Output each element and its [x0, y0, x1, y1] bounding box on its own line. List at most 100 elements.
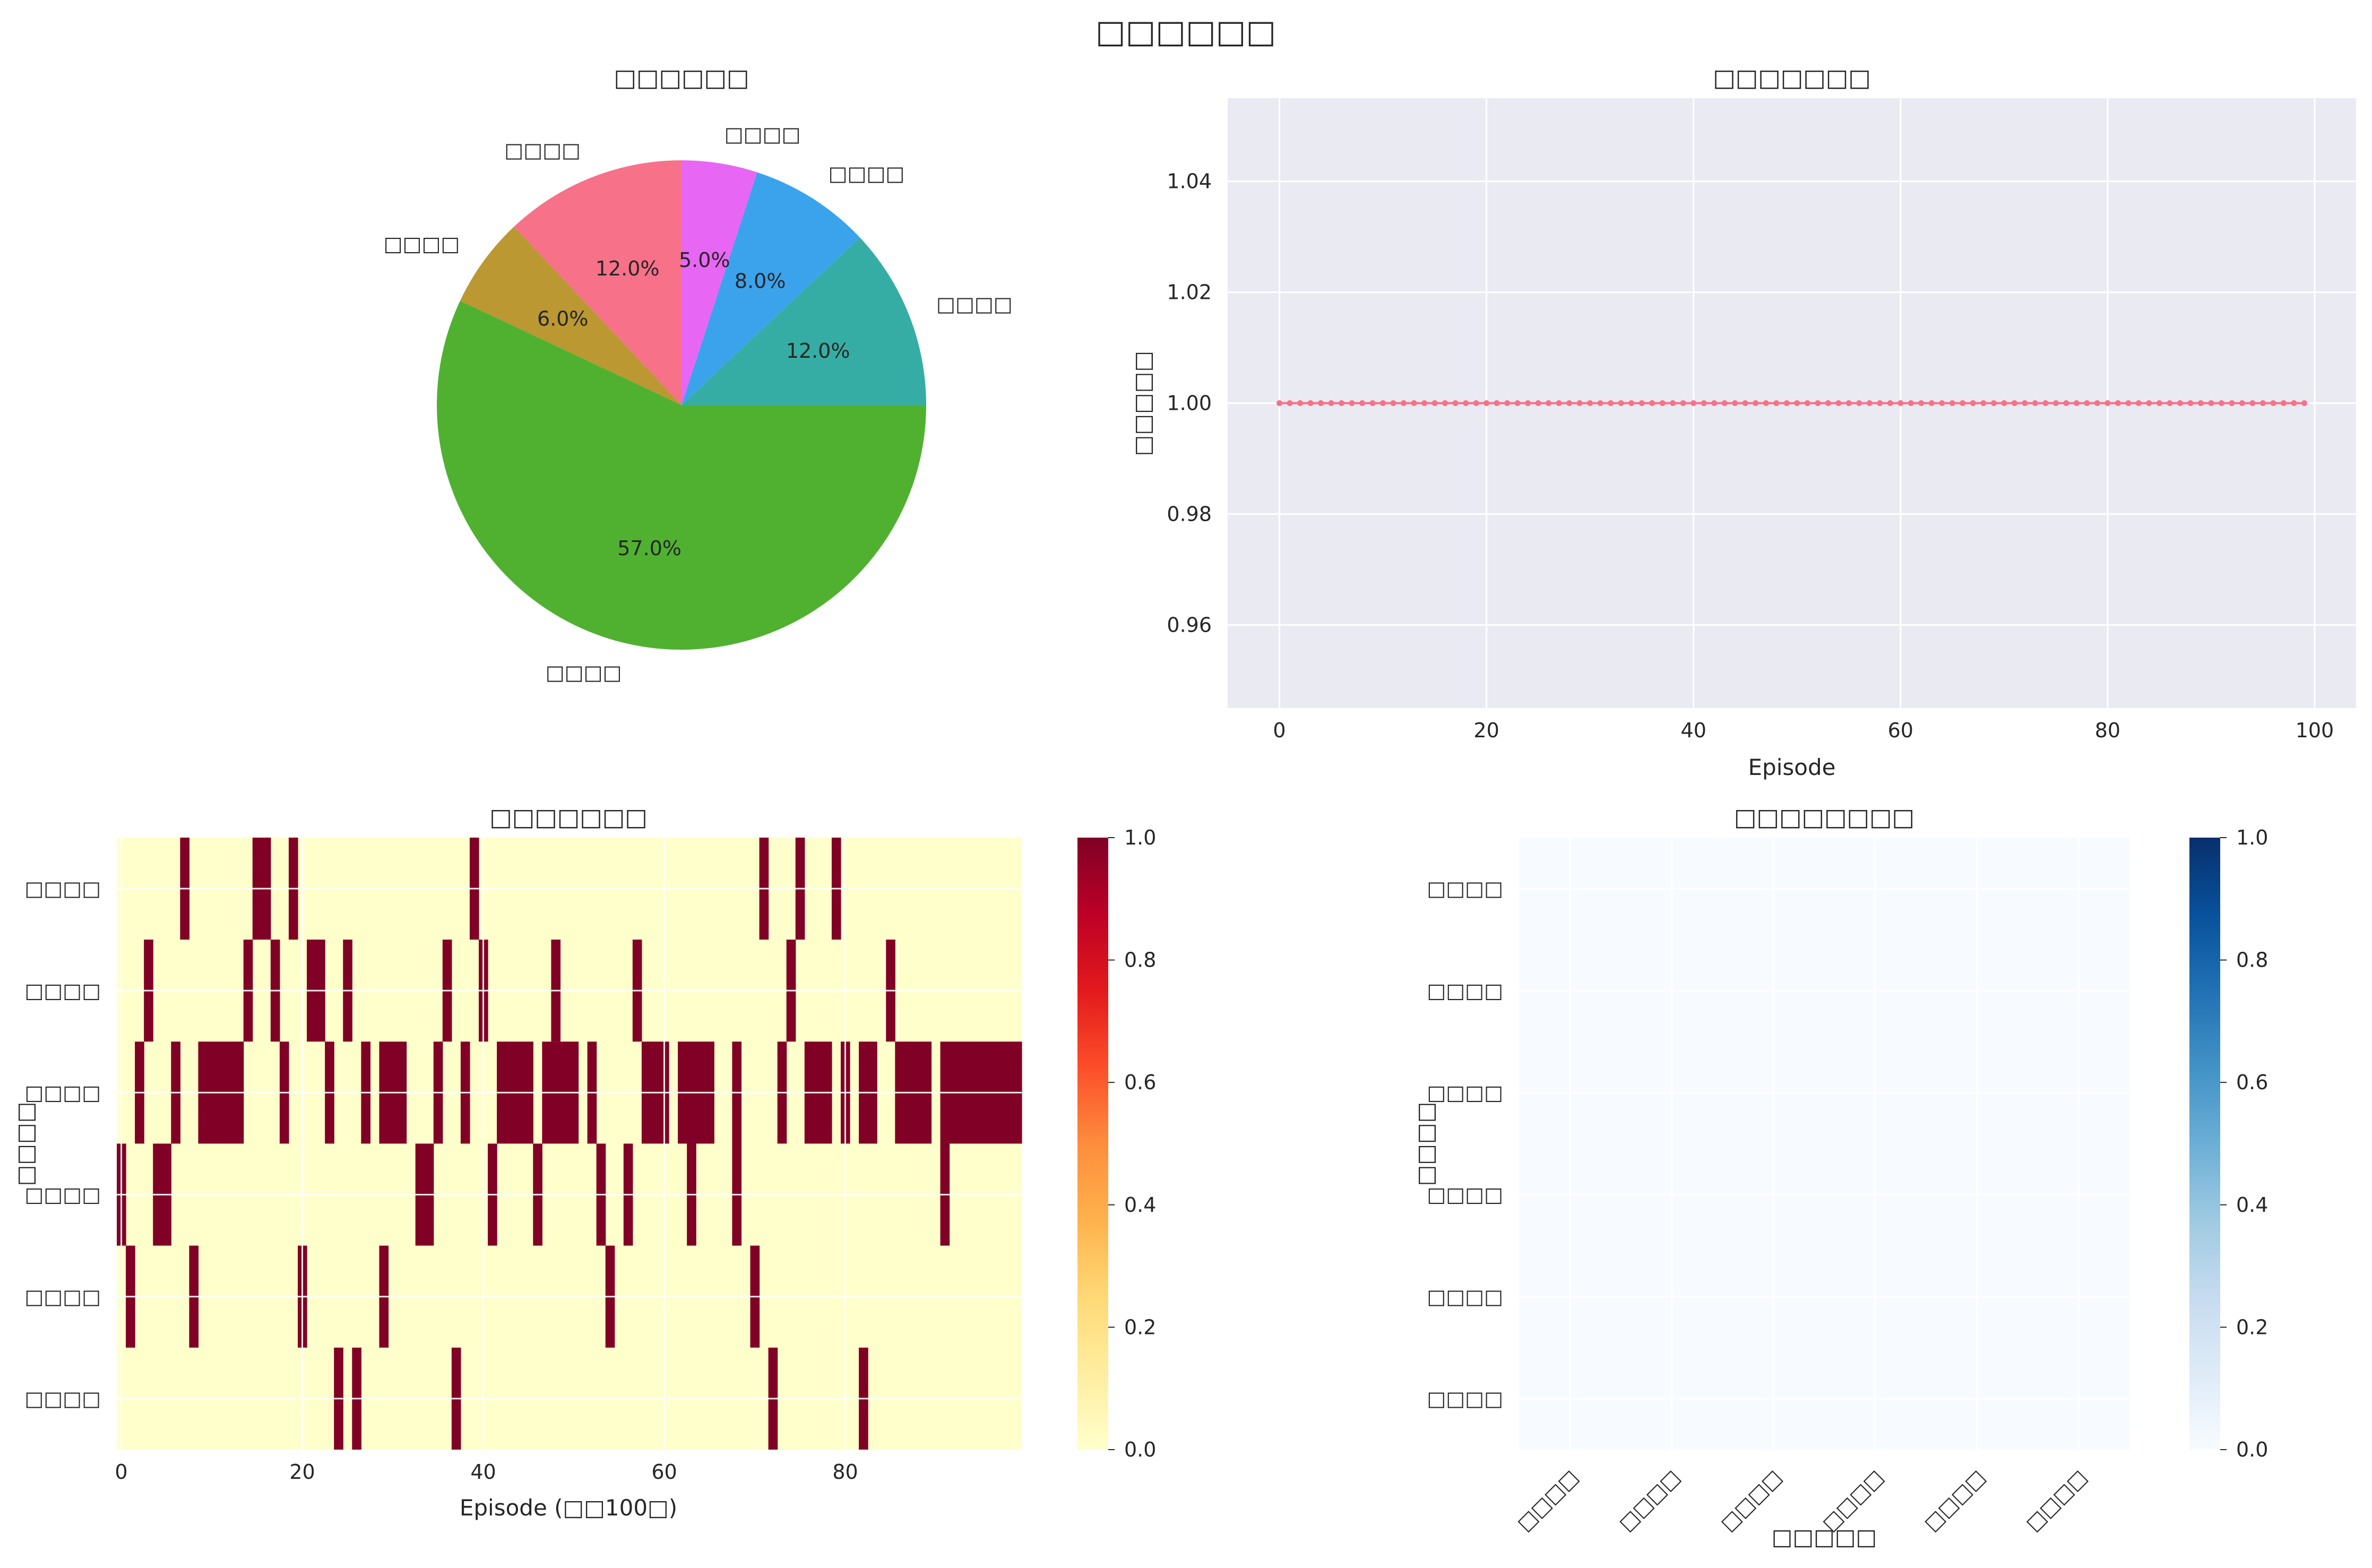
line-point — [2280, 400, 2287, 406]
line-point — [2249, 400, 2256, 406]
line-title: □□□□□□□ — [1713, 64, 1871, 92]
pie-slice — [460, 226, 682, 405]
line-point — [1856, 400, 1862, 406]
transition-heatmap-y-tick-label: □□□□ — [1427, 1183, 1503, 1207]
line-point — [1638, 400, 1645, 406]
line-point — [1339, 400, 1345, 406]
line-point — [2146, 400, 2152, 406]
line-y-tick-label: 0.96 — [1167, 613, 1212, 636]
action-colorbar-ticks: 0.0 0.2 0.4 0.6 0.8 1.0 — [1108, 826, 1156, 1461]
action-heatmap-title: □□□□□□□ — [489, 803, 648, 831]
line-y-tick-label: 0.98 — [1167, 502, 1212, 525]
line-point — [1618, 400, 1624, 406]
colorbar-tick-label: 0.2 — [1124, 1315, 1156, 1339]
colorbar-tick-label: 1.0 — [2236, 826, 2268, 849]
transition-heatmap-cells — [1519, 838, 2130, 1450]
transition-heatmap-x-tick-label: □□□□ — [1513, 1465, 1583, 1536]
action-heatmap-x-tick-label: 60 — [651, 1460, 677, 1484]
line-x-tick-label: 40 — [1681, 719, 1706, 742]
pie-slice — [682, 237, 926, 405]
line-point — [2094, 400, 2100, 406]
pie-slice-label: □□□□ — [724, 123, 801, 146]
line-point — [1970, 400, 1976, 406]
line-point — [1349, 400, 1355, 406]
line-point — [1463, 400, 1469, 406]
pie-slice-label: □□□□ — [936, 292, 1013, 316]
transition-heatmap-x-tick-label: □□□□ — [1919, 1465, 1990, 1536]
line-point — [1990, 400, 1997, 406]
line-point — [1566, 400, 1573, 406]
line-y-tick-label: 1.00 — [1167, 392, 1212, 415]
line-point — [1960, 400, 1966, 406]
action-heatmap-colorbar — [1077, 838, 1108, 1450]
pie-slices — [437, 160, 926, 650]
action-heatmap-y-tick-label: □□□□ — [24, 1387, 101, 1410]
line-point — [1649, 400, 1655, 406]
pie-percent-label: 12.0% — [596, 257, 660, 280]
line-x-tick-label: 20 — [1473, 719, 1499, 742]
line-point — [1369, 400, 1376, 406]
line-point — [1721, 400, 1728, 406]
pie-slice — [437, 300, 926, 650]
line-point — [1815, 400, 1821, 406]
transition-heatmap-y-tick-label: □□□□ — [1427, 1387, 1503, 1410]
pie-slice — [682, 160, 757, 405]
pie-slice — [514, 160, 682, 405]
line-point — [1504, 400, 1511, 406]
line-point — [1452, 400, 1459, 406]
line-point — [1670, 400, 1676, 406]
line-point — [1535, 400, 1541, 406]
line-point — [2197, 400, 2204, 406]
colorbar-tick-label: 1.0 — [1124, 826, 1156, 849]
line-point — [2156, 400, 2162, 406]
colorbar-tick-label: 0.4 — [1124, 1193, 1156, 1217]
line-point — [1287, 400, 1293, 406]
line-point — [2229, 400, 2235, 406]
line-point — [2135, 400, 2142, 406]
transition-heatmap-xlabel: □□□□□ — [1772, 1524, 1877, 1550]
line-point — [2042, 400, 2049, 406]
line-point — [2115, 400, 2121, 406]
line-point — [1276, 400, 1283, 406]
action-heatmap-x-tick-label: 80 — [832, 1460, 858, 1484]
line-point — [1980, 400, 1987, 406]
transition-heatmap-colorbar — [2189, 838, 2220, 1450]
pie-labels: □□□□ 12.0% □□□□ 8.0% □□□□ 5.0% □□□□ 12.0% □□□□ 6.… — [384, 123, 1013, 684]
action-heatmap-tick-labels: 0 20 40 60 80 □□□□ □□□□ □□□□ □□□□ □□□□ □□□□ — [24, 877, 858, 1484]
pie-percent-label: 5.0% — [679, 248, 730, 272]
line-point — [1442, 400, 1448, 406]
transition-colorbar-ticks: 0.0 0.2 0.4 0.6 0.8 1.0 — [2220, 826, 2268, 1461]
line-point — [1297, 400, 1304, 406]
line-point — [1711, 400, 1718, 406]
line-point — [1494, 400, 1500, 406]
line-point — [2022, 400, 2028, 406]
line-point — [1845, 400, 1852, 406]
pie-percent-label: 57.0% — [617, 537, 682, 560]
action-heatmap-xlabel: Episode (□□100□) — [460, 1495, 677, 1521]
line-point — [1525, 400, 1531, 406]
colorbar-tick-label: 0.0 — [1124, 1438, 1156, 1461]
pie-percent-label: 12.0% — [786, 339, 850, 363]
line-point — [2208, 400, 2214, 406]
transition-heatmap-y-tick-label: □□□□ — [1427, 1081, 1503, 1104]
line-point — [1318, 400, 1324, 406]
line-point — [1390, 400, 1396, 406]
line-point — [1411, 400, 1417, 406]
line-xlabel: Episode — [1748, 754, 1836, 780]
colorbar-tick-label: 0.0 — [2236, 1438, 2268, 1461]
line-point — [2270, 400, 2276, 406]
line-point — [1701, 400, 1707, 406]
line-point — [1401, 400, 1407, 406]
transition-heatmap-x-tick-label: □□□□ — [1614, 1465, 1685, 1536]
line-point — [1773, 400, 1780, 406]
figure-suptitle: □□□□□□ — [1096, 13, 1276, 50]
transition-heatmap: □□□□□□□□ □□□□□□□□□□□□□□□□□□□□□□□□□□□□ □□□… — [1412, 803, 2268, 1550]
line-point — [2301, 400, 2307, 406]
line-point — [1897, 400, 1904, 406]
line-point — [1877, 400, 1883, 406]
line-point — [2239, 400, 2245, 406]
transition-heatmap-title: □□□□□□□□ — [1734, 803, 1914, 831]
action-heatmap-y-tick-label: □□□□ — [24, 1183, 101, 1207]
line-point — [1431, 400, 1438, 406]
